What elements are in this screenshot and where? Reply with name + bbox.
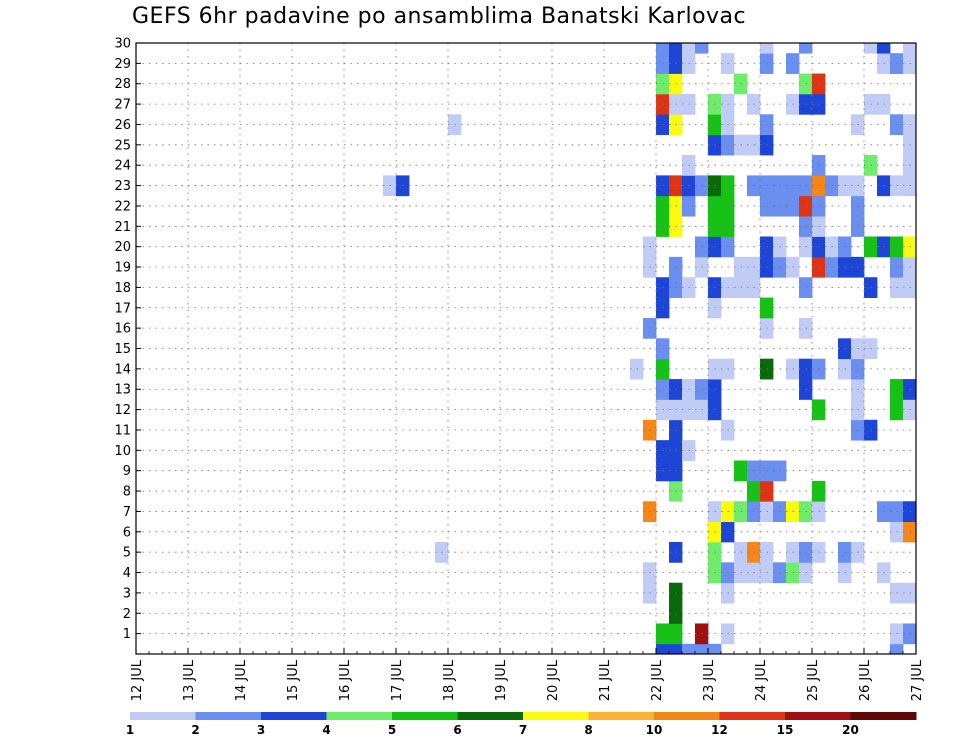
heatmap-cell bbox=[760, 43, 774, 54]
y-tick-label: 8 bbox=[123, 485, 131, 500]
x-tick-label: 15 JUL bbox=[286, 659, 301, 701]
x-tick-label: 22 JUL bbox=[650, 659, 665, 701]
y-tick-label: 28 bbox=[114, 77, 131, 92]
y-tick-label: 30 bbox=[114, 37, 131, 52]
y-tick-label: 6 bbox=[123, 525, 131, 540]
y-axis-ticks: 1234567891011121314151617181920212223242… bbox=[114, 37, 141, 642]
heatmap-cell bbox=[682, 43, 696, 54]
y-tick-label: 14 bbox=[114, 362, 131, 377]
y-tick-label: 22 bbox=[114, 199, 131, 214]
heatmap-cell bbox=[890, 643, 904, 655]
colorbar-tick-label: 1 bbox=[126, 723, 134, 737]
colorbar-swatch bbox=[392, 712, 458, 720]
chart-grid bbox=[136, 43, 916, 654]
colorbar: 1 2 3 4 5 6 7 8 10 12 15 20 bbox=[126, 712, 917, 737]
colorbar-swatch bbox=[523, 712, 589, 720]
y-tick-label: 11 bbox=[114, 423, 131, 438]
colorbar-swatch bbox=[261, 712, 327, 720]
x-tick-label: 17 JUL bbox=[390, 659, 405, 701]
colorbar-swatch bbox=[195, 712, 262, 720]
y-tick-label: 5 bbox=[123, 546, 131, 561]
x-tick-label: 12 JUL bbox=[130, 659, 145, 701]
y-tick-label: 25 bbox=[114, 138, 131, 153]
y-tick-label: 3 bbox=[123, 586, 131, 601]
colorbar-swatch bbox=[850, 712, 917, 720]
x-tick-label: 24 JUL bbox=[754, 659, 769, 701]
y-tick-label: 17 bbox=[114, 301, 131, 316]
heatmap-cell bbox=[708, 643, 722, 655]
colorbar-tick-label: 2 bbox=[191, 723, 199, 737]
y-tick-label: 19 bbox=[114, 261, 131, 276]
colorbar-tick-label: 8 bbox=[584, 723, 592, 737]
heatmap-cell bbox=[682, 643, 696, 655]
y-tick-label: 23 bbox=[114, 179, 131, 194]
colorbar-swatch bbox=[588, 712, 655, 720]
y-tick-label: 10 bbox=[114, 444, 131, 459]
y-tick-label: 1 bbox=[123, 627, 131, 642]
x-tick-label: 13 JUL bbox=[182, 659, 197, 701]
heatmap-cell bbox=[903, 43, 917, 54]
colorbar-tick-label: 7 bbox=[519, 723, 527, 737]
heatmap-cell bbox=[877, 43, 891, 54]
colorbar-tick-label: 12 bbox=[711, 723, 728, 737]
x-tick-label: 25 JUL bbox=[806, 659, 821, 701]
y-tick-label: 18 bbox=[114, 281, 131, 296]
x-tick-label: 26 JUL bbox=[858, 659, 873, 701]
colorbar-tick-label: 6 bbox=[453, 723, 461, 737]
x-tick-label: 27 JUL bbox=[910, 659, 925, 701]
x-tick-label: 16 JUL bbox=[338, 659, 353, 701]
heatmap-cell bbox=[799, 43, 813, 54]
x-tick-label: 23 JUL bbox=[702, 659, 717, 701]
colorbar-swatch bbox=[457, 712, 524, 720]
colorbar-swatch bbox=[326, 712, 393, 720]
heatmap-cell bbox=[695, 43, 709, 54]
chart-title: GEFS 6hr padavine po ansamblima Banatski… bbox=[132, 4, 747, 29]
y-tick-label: 7 bbox=[123, 505, 131, 520]
y-tick-label: 26 bbox=[114, 118, 131, 133]
x-tick-label: 20 JUL bbox=[546, 659, 561, 701]
colorbar-tick-label: 20 bbox=[842, 723, 859, 737]
y-tick-label: 21 bbox=[114, 220, 131, 235]
y-tick-label: 27 bbox=[114, 98, 131, 113]
plot-frame bbox=[135, 42, 917, 655]
colorbar-tick-label: 10 bbox=[646, 723, 663, 737]
heatmap-cell bbox=[695, 643, 709, 655]
x-tick-label: 14 JUL bbox=[234, 659, 249, 701]
colorbar-tick-label: 4 bbox=[322, 723, 330, 737]
x-tick-label: 18 JUL bbox=[442, 659, 457, 701]
x-axis-ticks: 12 JUL 13 JUL 14 JUL 15 JUL 16 JUL 17 JUL 18 J… bbox=[130, 648, 925, 701]
colorbar-swatch bbox=[130, 712, 196, 720]
heatmap-cell bbox=[656, 43, 670, 54]
y-tick-label: 24 bbox=[114, 159, 131, 174]
y-tick-label: 29 bbox=[114, 57, 131, 72]
y-tick-label: 20 bbox=[114, 240, 131, 255]
y-tick-label: 16 bbox=[114, 322, 131, 337]
colorbar-swatch bbox=[654, 712, 720, 720]
colorbar-tick-label: 3 bbox=[257, 723, 265, 737]
x-tick-label: 21 JUL bbox=[598, 659, 613, 701]
y-tick-label: 2 bbox=[123, 607, 131, 622]
y-tick-label: 12 bbox=[114, 403, 131, 418]
heatmap-cell bbox=[669, 43, 683, 54]
heatmap-cell bbox=[656, 643, 670, 655]
y-tick-label: 4 bbox=[123, 566, 131, 581]
colorbar-swatch bbox=[785, 712, 851, 720]
colorbar-tick-label: 15 bbox=[777, 723, 794, 737]
x-tick-label: 19 JUL bbox=[494, 659, 509, 701]
heatmap-cell bbox=[669, 643, 683, 655]
colorbar-swatch bbox=[719, 712, 786, 720]
heatmap-cell bbox=[864, 43, 878, 54]
y-tick-label: 9 bbox=[123, 464, 131, 479]
y-tick-label: 15 bbox=[114, 342, 131, 357]
y-tick-label: 13 bbox=[114, 383, 131, 398]
colorbar-tick-label: 5 bbox=[388, 723, 396, 737]
